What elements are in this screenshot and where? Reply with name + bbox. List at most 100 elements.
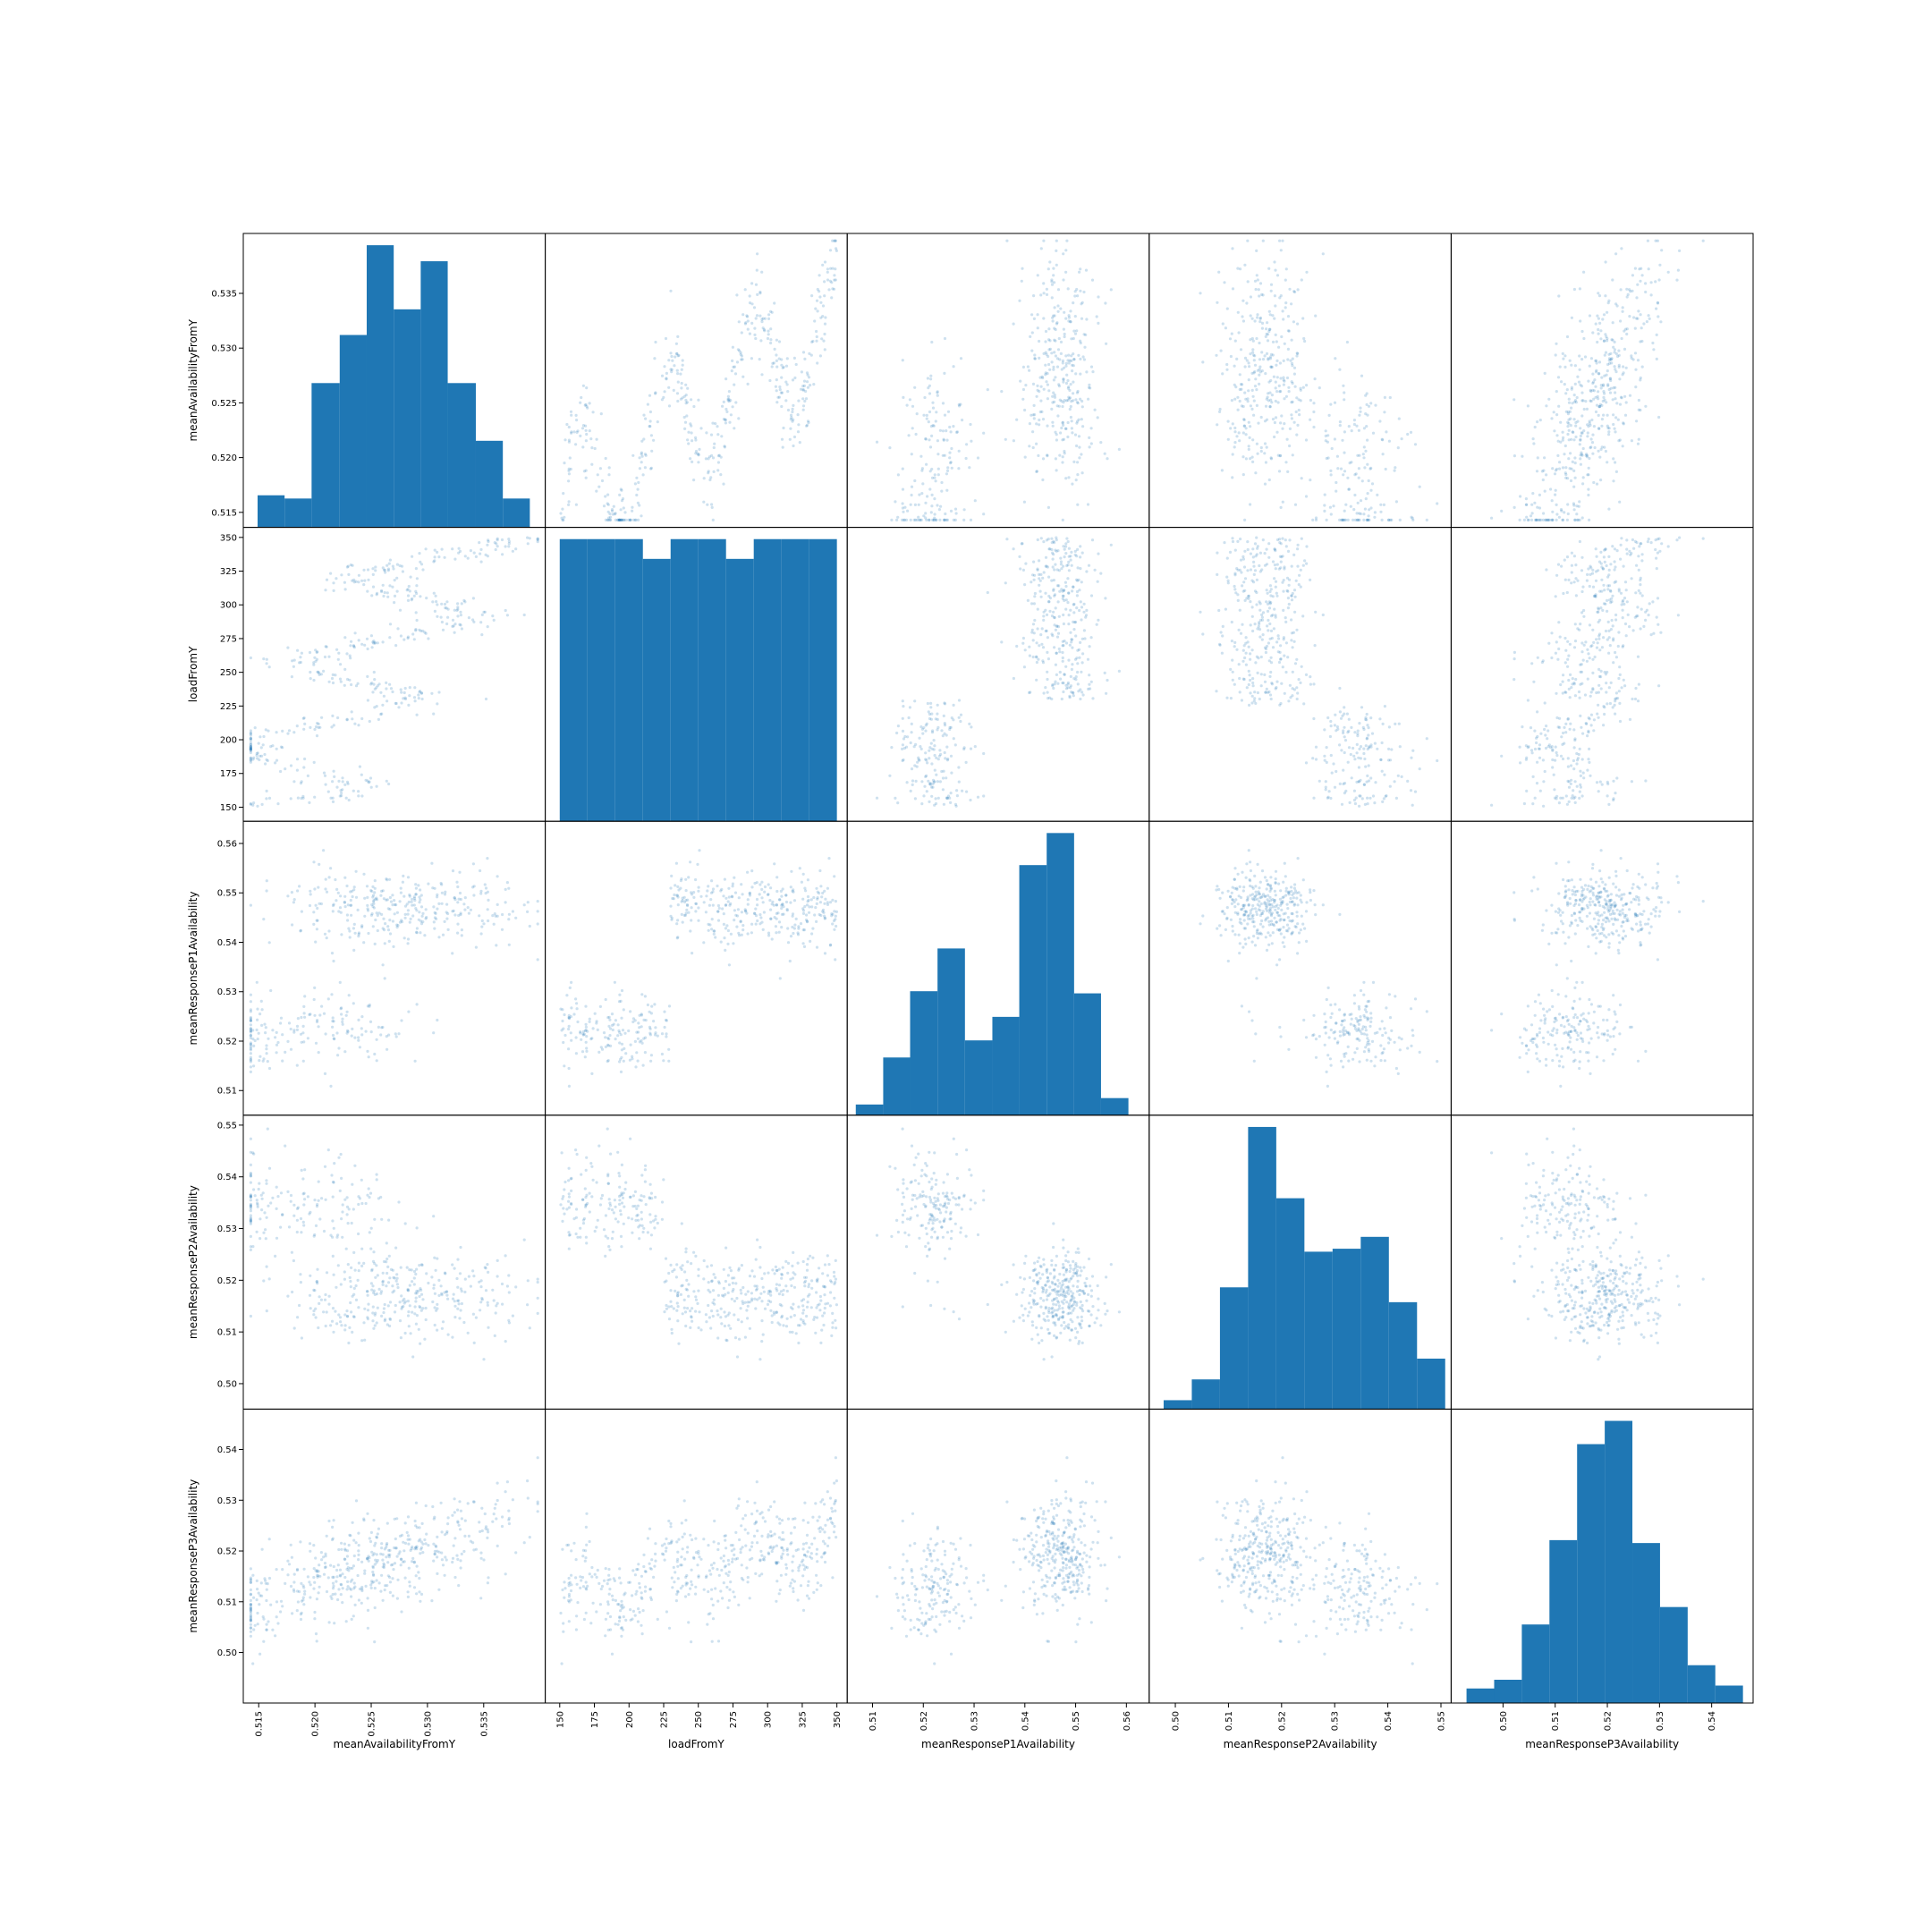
scatter-point — [1292, 372, 1296, 376]
scatter-point — [418, 552, 421, 555]
scatter-point — [1038, 390, 1041, 394]
scatter-point — [968, 722, 971, 726]
scatter-point — [1268, 674, 1272, 679]
scatter-point — [1284, 670, 1288, 674]
scatter-point — [1221, 624, 1224, 629]
scatter-point — [1387, 518, 1391, 522]
scatter-point — [667, 359, 671, 362]
scatter-point — [1056, 309, 1060, 313]
scatter-point — [723, 445, 727, 449]
scatter-point — [1343, 518, 1348, 522]
scatter-point — [1250, 336, 1254, 341]
scatter-point — [586, 406, 589, 410]
scatter-point — [339, 663, 343, 666]
scatter-point — [1563, 453, 1566, 456]
scatter-point — [504, 608, 507, 613]
scatter-point — [386, 595, 390, 598]
scatter-point — [1292, 366, 1297, 369]
scatter-point — [1278, 390, 1282, 394]
scatter-point — [331, 681, 335, 685]
scatter-point — [1593, 378, 1597, 382]
scatter-point — [928, 783, 933, 786]
scatter-point — [669, 352, 673, 355]
scatter-point — [351, 579, 354, 582]
scatter-point — [308, 903, 312, 908]
scatter-point — [561, 507, 564, 511]
scatter-point — [375, 1059, 378, 1063]
scatter-point — [300, 910, 303, 913]
scatter-point — [1571, 677, 1574, 681]
scatter-point — [653, 1003, 657, 1006]
scatter-point — [1047, 547, 1051, 551]
scatter-point — [1350, 461, 1353, 464]
scatter-point — [357, 935, 360, 938]
scatter-point — [1352, 746, 1355, 750]
scatter-point — [486, 625, 489, 629]
scatter-point — [1574, 594, 1578, 597]
scatter-point — [1031, 623, 1036, 626]
scatter-point — [1582, 776, 1586, 780]
scatter-point — [583, 403, 587, 407]
scatter-point — [685, 908, 689, 912]
scatter-point — [726, 900, 730, 903]
scatter-point — [1284, 620, 1288, 624]
scatter-point — [316, 722, 319, 725]
scatter-point — [484, 886, 488, 890]
scatter-point — [1259, 684, 1263, 688]
scatter-point — [1606, 702, 1609, 706]
scatter-point — [257, 741, 260, 745]
scatter-point — [1580, 589, 1584, 594]
scatter-point — [486, 890, 490, 894]
scatter-point — [606, 518, 610, 522]
scatter-point — [1620, 603, 1623, 606]
scatter-point — [929, 511, 933, 514]
scatter-point — [1359, 406, 1362, 410]
scatter-point — [381, 566, 385, 570]
scatter-point — [314, 940, 318, 944]
scatter-point — [696, 452, 699, 455]
scatter-point — [436, 702, 439, 706]
scatter-point — [722, 912, 725, 916]
scatter-point — [1565, 518, 1569, 522]
scatter-point — [1258, 628, 1262, 631]
scatter-point — [620, 518, 624, 522]
scatter-point — [1573, 399, 1578, 402]
scatter-point — [1064, 399, 1069, 402]
scatter-point — [292, 1029, 296, 1032]
scatter-point — [676, 903, 680, 907]
scatter-point — [459, 623, 462, 627]
scatter-point — [1269, 398, 1273, 402]
scatter-point — [1269, 661, 1274, 665]
scatter-point — [1242, 580, 1246, 584]
scatter-point — [1579, 438, 1582, 442]
scatter-point — [536, 900, 539, 903]
scatter-point — [773, 301, 776, 305]
scatter-point — [1258, 365, 1262, 369]
scatter-point — [507, 545, 511, 548]
scatter-point — [1621, 373, 1624, 377]
scatter-point — [1579, 453, 1582, 457]
scatter-point — [262, 1057, 266, 1061]
scatter-point — [936, 796, 940, 800]
scatter-point — [424, 917, 428, 920]
scatter-point — [591, 411, 595, 414]
scatter-point — [818, 901, 823, 904]
scatter-point — [1021, 568, 1025, 572]
scatter-point — [1565, 335, 1570, 339]
scatter-point — [1573, 780, 1577, 784]
scatter-point — [1647, 314, 1650, 318]
scatter-point — [1056, 549, 1060, 553]
scatter-point — [596, 1028, 599, 1031]
scatter-point — [1569, 479, 1573, 483]
scatter-point — [419, 905, 424, 909]
scatter-point — [367, 578, 370, 581]
scatter-point — [637, 518, 640, 522]
scatter-point — [1035, 678, 1038, 682]
scatter-point — [567, 438, 572, 442]
scatter-point — [1251, 339, 1255, 343]
scatter-point — [606, 510, 610, 513]
scatter-point — [1586, 473, 1589, 477]
scatter-point — [1543, 456, 1546, 460]
scatter-point — [1569, 764, 1573, 767]
scatter-point — [1292, 420, 1296, 424]
